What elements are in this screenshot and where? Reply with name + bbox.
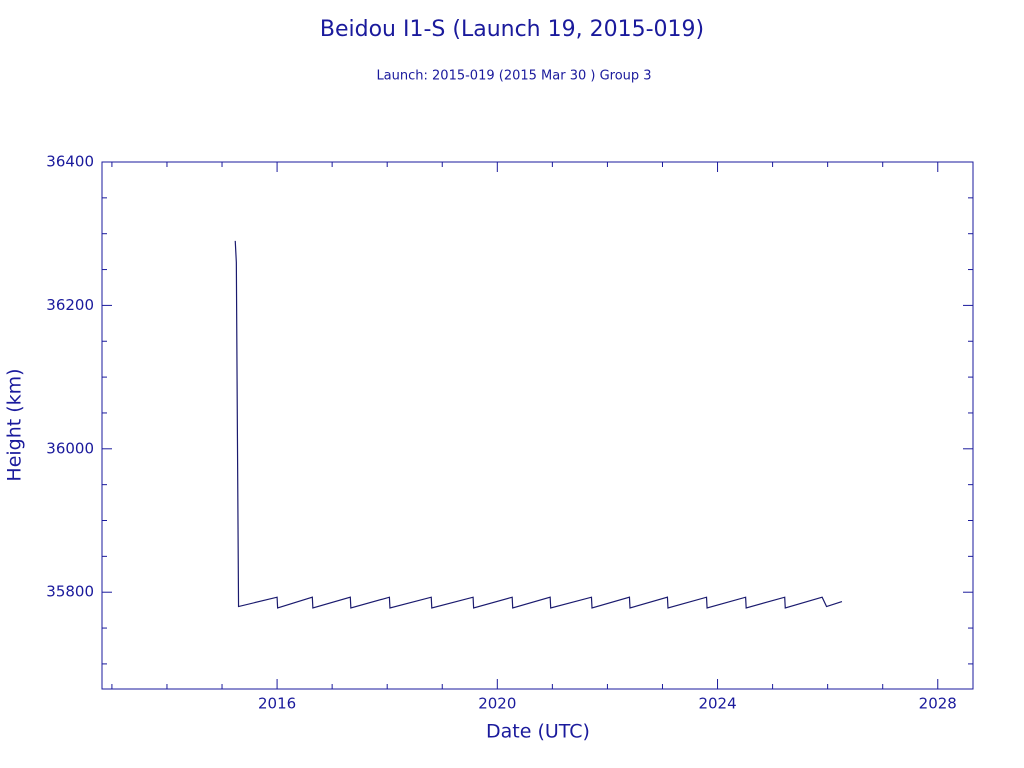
height-line [234, 240, 843, 609]
x-axis-label: Date (UTC) [486, 721, 590, 743]
x-tick-label: 2024 [698, 695, 736, 713]
y-tick-label: 36400 [46, 153, 94, 171]
y-tick-label: 36000 [46, 439, 94, 457]
x-tick-label: 2028 [919, 695, 957, 713]
y-axis-label: Height (km) [4, 368, 26, 481]
plot-frame [101, 161, 974, 690]
y-tick-label: 36200 [46, 296, 94, 314]
x-tick-label: 2016 [258, 695, 296, 713]
x-tick-label: 2020 [478, 695, 516, 713]
y-tick-label: 35800 [46, 583, 94, 601]
chart-subtitle: Launch: 2015-019 (2015 Mar 30 ) Group 3 [376, 69, 651, 84]
chart-title: Beidou I1-S (Launch 19, 2015-019) [320, 17, 704, 42]
